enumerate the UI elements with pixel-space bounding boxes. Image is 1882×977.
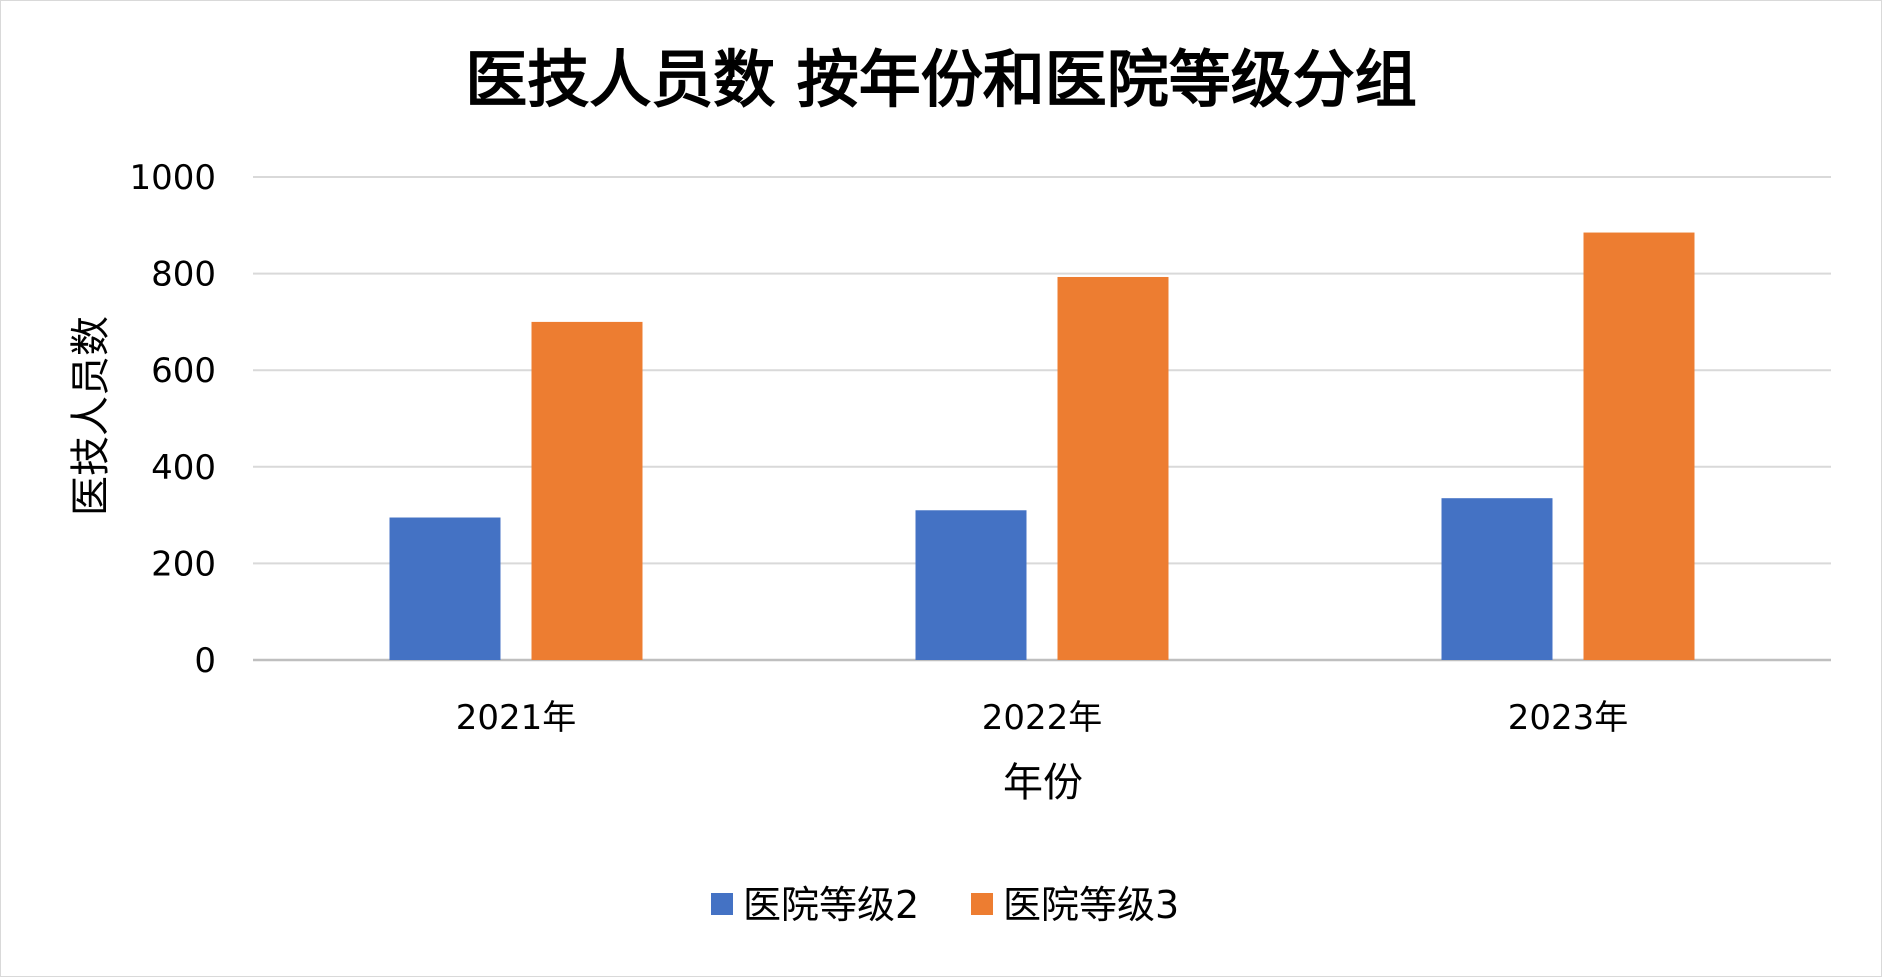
x-axis-title: 年份 bbox=[1003, 760, 1083, 806]
legend-label-2: 医院等级3 bbox=[1003, 883, 1179, 927]
bar-2-2 bbox=[1057, 276, 1169, 660]
y-axis-ticks: 0 200 400 600 800 1000 bbox=[129, 158, 216, 681]
y-tick-label: 0 bbox=[194, 641, 216, 681]
y-tick-label: 400 bbox=[151, 448, 216, 488]
bar-1-3 bbox=[1441, 498, 1553, 660]
y-tick-label: 1000 bbox=[129, 158, 216, 198]
bars bbox=[389, 232, 1695, 661]
x-tick-label: 2022年 bbox=[982, 698, 1103, 738]
legend-label-1: 医院等级2 bbox=[743, 883, 919, 927]
x-tick-label: 2021年 bbox=[456, 698, 577, 738]
legend-swatch-2 bbox=[971, 893, 993, 915]
gridlines bbox=[253, 176, 1831, 662]
bar-1-2 bbox=[915, 510, 1027, 660]
legend: 医院等级2 医院等级3 bbox=[711, 883, 1179, 927]
y-tick-label: 600 bbox=[151, 351, 216, 391]
y-axis-title: 医技人员数 bbox=[68, 316, 114, 516]
bar-2-3 bbox=[1583, 232, 1695, 661]
chart-title: 医技人员数 按年份和医院等级分组 bbox=[465, 43, 1417, 116]
bar-1-1 bbox=[389, 517, 501, 660]
x-axis-ticks: 2021年 2022年 2023年 bbox=[456, 698, 1629, 738]
bar-2-1 bbox=[531, 321, 643, 660]
y-tick-label: 800 bbox=[151, 255, 216, 295]
legend-swatch-1 bbox=[711, 893, 733, 915]
x-tick-label: 2023年 bbox=[1508, 698, 1629, 738]
y-tick-label: 200 bbox=[151, 544, 216, 584]
